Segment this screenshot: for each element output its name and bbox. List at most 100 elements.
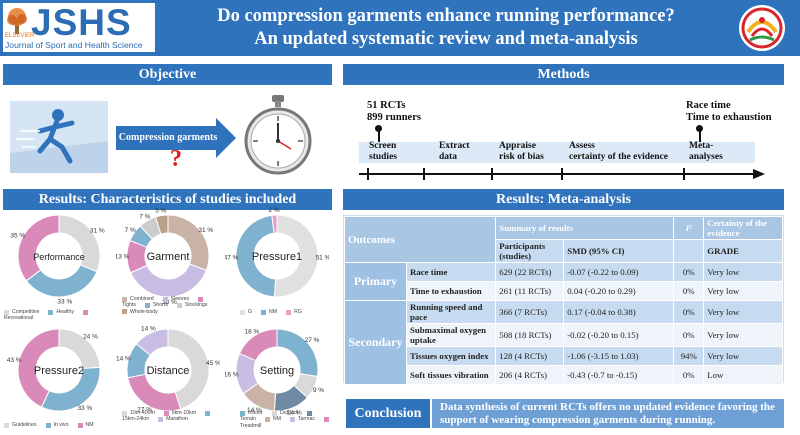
outcome-name: Soft tissues vibration [405, 365, 497, 385]
donut-slice [129, 263, 208, 298]
timeline-tick [491, 168, 493, 180]
results-characteristics-header: Results: Characteristics of studies incl… [3, 189, 332, 210]
slice-percent-label: 31 % [198, 227, 213, 234]
title-line-2: An updated systematic review and meta-an… [254, 29, 638, 49]
legend-swatch [176, 302, 182, 308]
grade-cell: Very low [703, 323, 783, 347]
smd-cell: -1.06 (-3.15 to 1.03) [563, 346, 675, 366]
conclusion-label: Conclusion [346, 399, 430, 428]
pin-stem [699, 127, 701, 143]
timeline-axis [359, 173, 755, 175]
timeline-band [359, 142, 755, 163]
logo-text: JSHS [31, 2, 132, 43]
timeline-tick [423, 168, 425, 180]
legend-label: 15km-24km [122, 416, 150, 423]
timeline-arrowhead [753, 169, 765, 179]
donut-center-label: Pressure2 [34, 365, 84, 377]
table-row: Tissues oxygen index 128 (4 RCTs) -1.06 … [345, 346, 783, 366]
timeline-tick [683, 168, 685, 180]
legend-swatch [144, 302, 150, 308]
donut-slice [238, 328, 278, 362]
donut-slice [235, 214, 277, 298]
header-banner: JSHS ELSEVIER Journal of Sport and Healt… [0, 0, 800, 56]
donut-chart-performance: 31 % 33 % 35 % Performance [10, 214, 105, 306]
timeline-tick [367, 168, 369, 180]
rcts-count: 51 RCTs [367, 100, 406, 111]
donut-center-label: Distance [147, 365, 190, 377]
legend-swatch [48, 309, 54, 315]
slice-percent-label: 31 % [90, 228, 105, 235]
donut-slice [17, 328, 60, 408]
legend-swatch [307, 410, 313, 416]
i2-cell: 0% [673, 281, 705, 301]
slice-percent-label: 47 % [225, 254, 239, 261]
results-table: Outcomes Summary of results I² Certainty… [343, 215, 784, 385]
outcome-name: Race time [405, 262, 497, 282]
donut-slice [271, 214, 278, 234]
donut-chart-distance: 45 % 27 % 14 % 14 % Distance [116, 325, 220, 414]
outcome-name: Time to exhaustion [405, 281, 497, 301]
slice-percent-label: 2 % [269, 207, 280, 214]
slice-percent-label: 14 % [287, 410, 302, 417]
journal-logo: JSHS ELSEVIER Journal of Sport and Healt… [3, 2, 155, 52]
smd-cell: 0.04 (-0.20 to 0.29) [563, 281, 675, 301]
step-meta-analyses: Meta-analyses [689, 141, 723, 162]
outcome-name: Tissues oxygen index [405, 346, 497, 366]
legend-swatch [162, 296, 168, 302]
legend-label: NM [269, 309, 278, 315]
donut-legend: G NM RG [240, 309, 340, 315]
donut-slice [58, 214, 101, 273]
slice-percent-label: 14 % [247, 407, 262, 414]
donut-slice [135, 328, 169, 357]
legend-label: Guidelines [12, 422, 37, 428]
participants-cell: 508 (18 RCTs) [495, 323, 565, 347]
participants-cell: 366 (7 RCTs) [495, 300, 565, 324]
donut-slice [127, 373, 182, 412]
legend-label: Stockings [184, 302, 208, 309]
donut-chart-pressure1: 51 % 47 % 2 % Pressure1 [225, 207, 329, 298]
legend-swatch [271, 410, 277, 416]
table-row: Submaximal oxygen uptake 508 (18 RCTs) -… [345, 323, 783, 347]
slice-percent-label: 14 % [116, 356, 131, 363]
legend-swatch [240, 309, 245, 315]
slice-percent-label: 43 % [7, 357, 22, 364]
runner-image [10, 101, 108, 173]
smd-cell: -0.07 (-0.22 to 0.09) [563, 262, 675, 282]
publisher-name: ELSEVIER [5, 33, 35, 39]
slice-percent-label: 7 % [139, 213, 150, 220]
donut-legend: Indoor Outdoor Terrain NM Tarmac Treadmill [240, 410, 340, 429]
outcome-race-time: Race time [686, 100, 731, 111]
legend-label: Tarmac [297, 416, 315, 423]
i2-cell: 94% [673, 346, 705, 366]
donut-center-label: Pressure1 [252, 251, 302, 263]
legend-swatch [82, 309, 88, 315]
smd-cell: -0.43 (-0.7 to -0.15) [563, 365, 675, 385]
methods-header: Methods [343, 64, 784, 85]
legend-label: NM [272, 416, 281, 423]
grade-header: GRADE [703, 239, 783, 263]
donut-slice [273, 214, 319, 298]
legend-swatch [323, 416, 329, 422]
elsevier-tree-icon [7, 8, 27, 34]
stopwatch-icon [244, 95, 312, 175]
legend-swatch [77, 422, 83, 428]
legend-label: 5km-10km [171, 410, 197, 416]
legend-label: Whole-body [130, 308, 158, 315]
legend-label: Terrain [240, 416, 256, 423]
legend-label: NM [85, 422, 94, 428]
legend-label: Competitive [12, 309, 40, 315]
objective-arrow [116, 118, 236, 158]
donut-center-label: Setting [260, 365, 294, 377]
grade-cell: Very low [703, 281, 783, 301]
step-extract: Extract data [439, 141, 470, 162]
legend-swatch [163, 410, 169, 416]
legend-swatch [240, 410, 245, 416]
grade-cell: Very low [703, 346, 783, 366]
runners-count: 899 runners [367, 112, 421, 123]
slice-percent-label: 27 % [137, 407, 152, 414]
participants-cell: 128 (4 RCTs) [495, 346, 565, 366]
legend-swatch [198, 296, 204, 302]
slice-percent-label: 24 % [83, 333, 98, 340]
participants-header: Participants (studies) [495, 239, 565, 263]
slice-percent-label: 33 % [77, 405, 92, 412]
